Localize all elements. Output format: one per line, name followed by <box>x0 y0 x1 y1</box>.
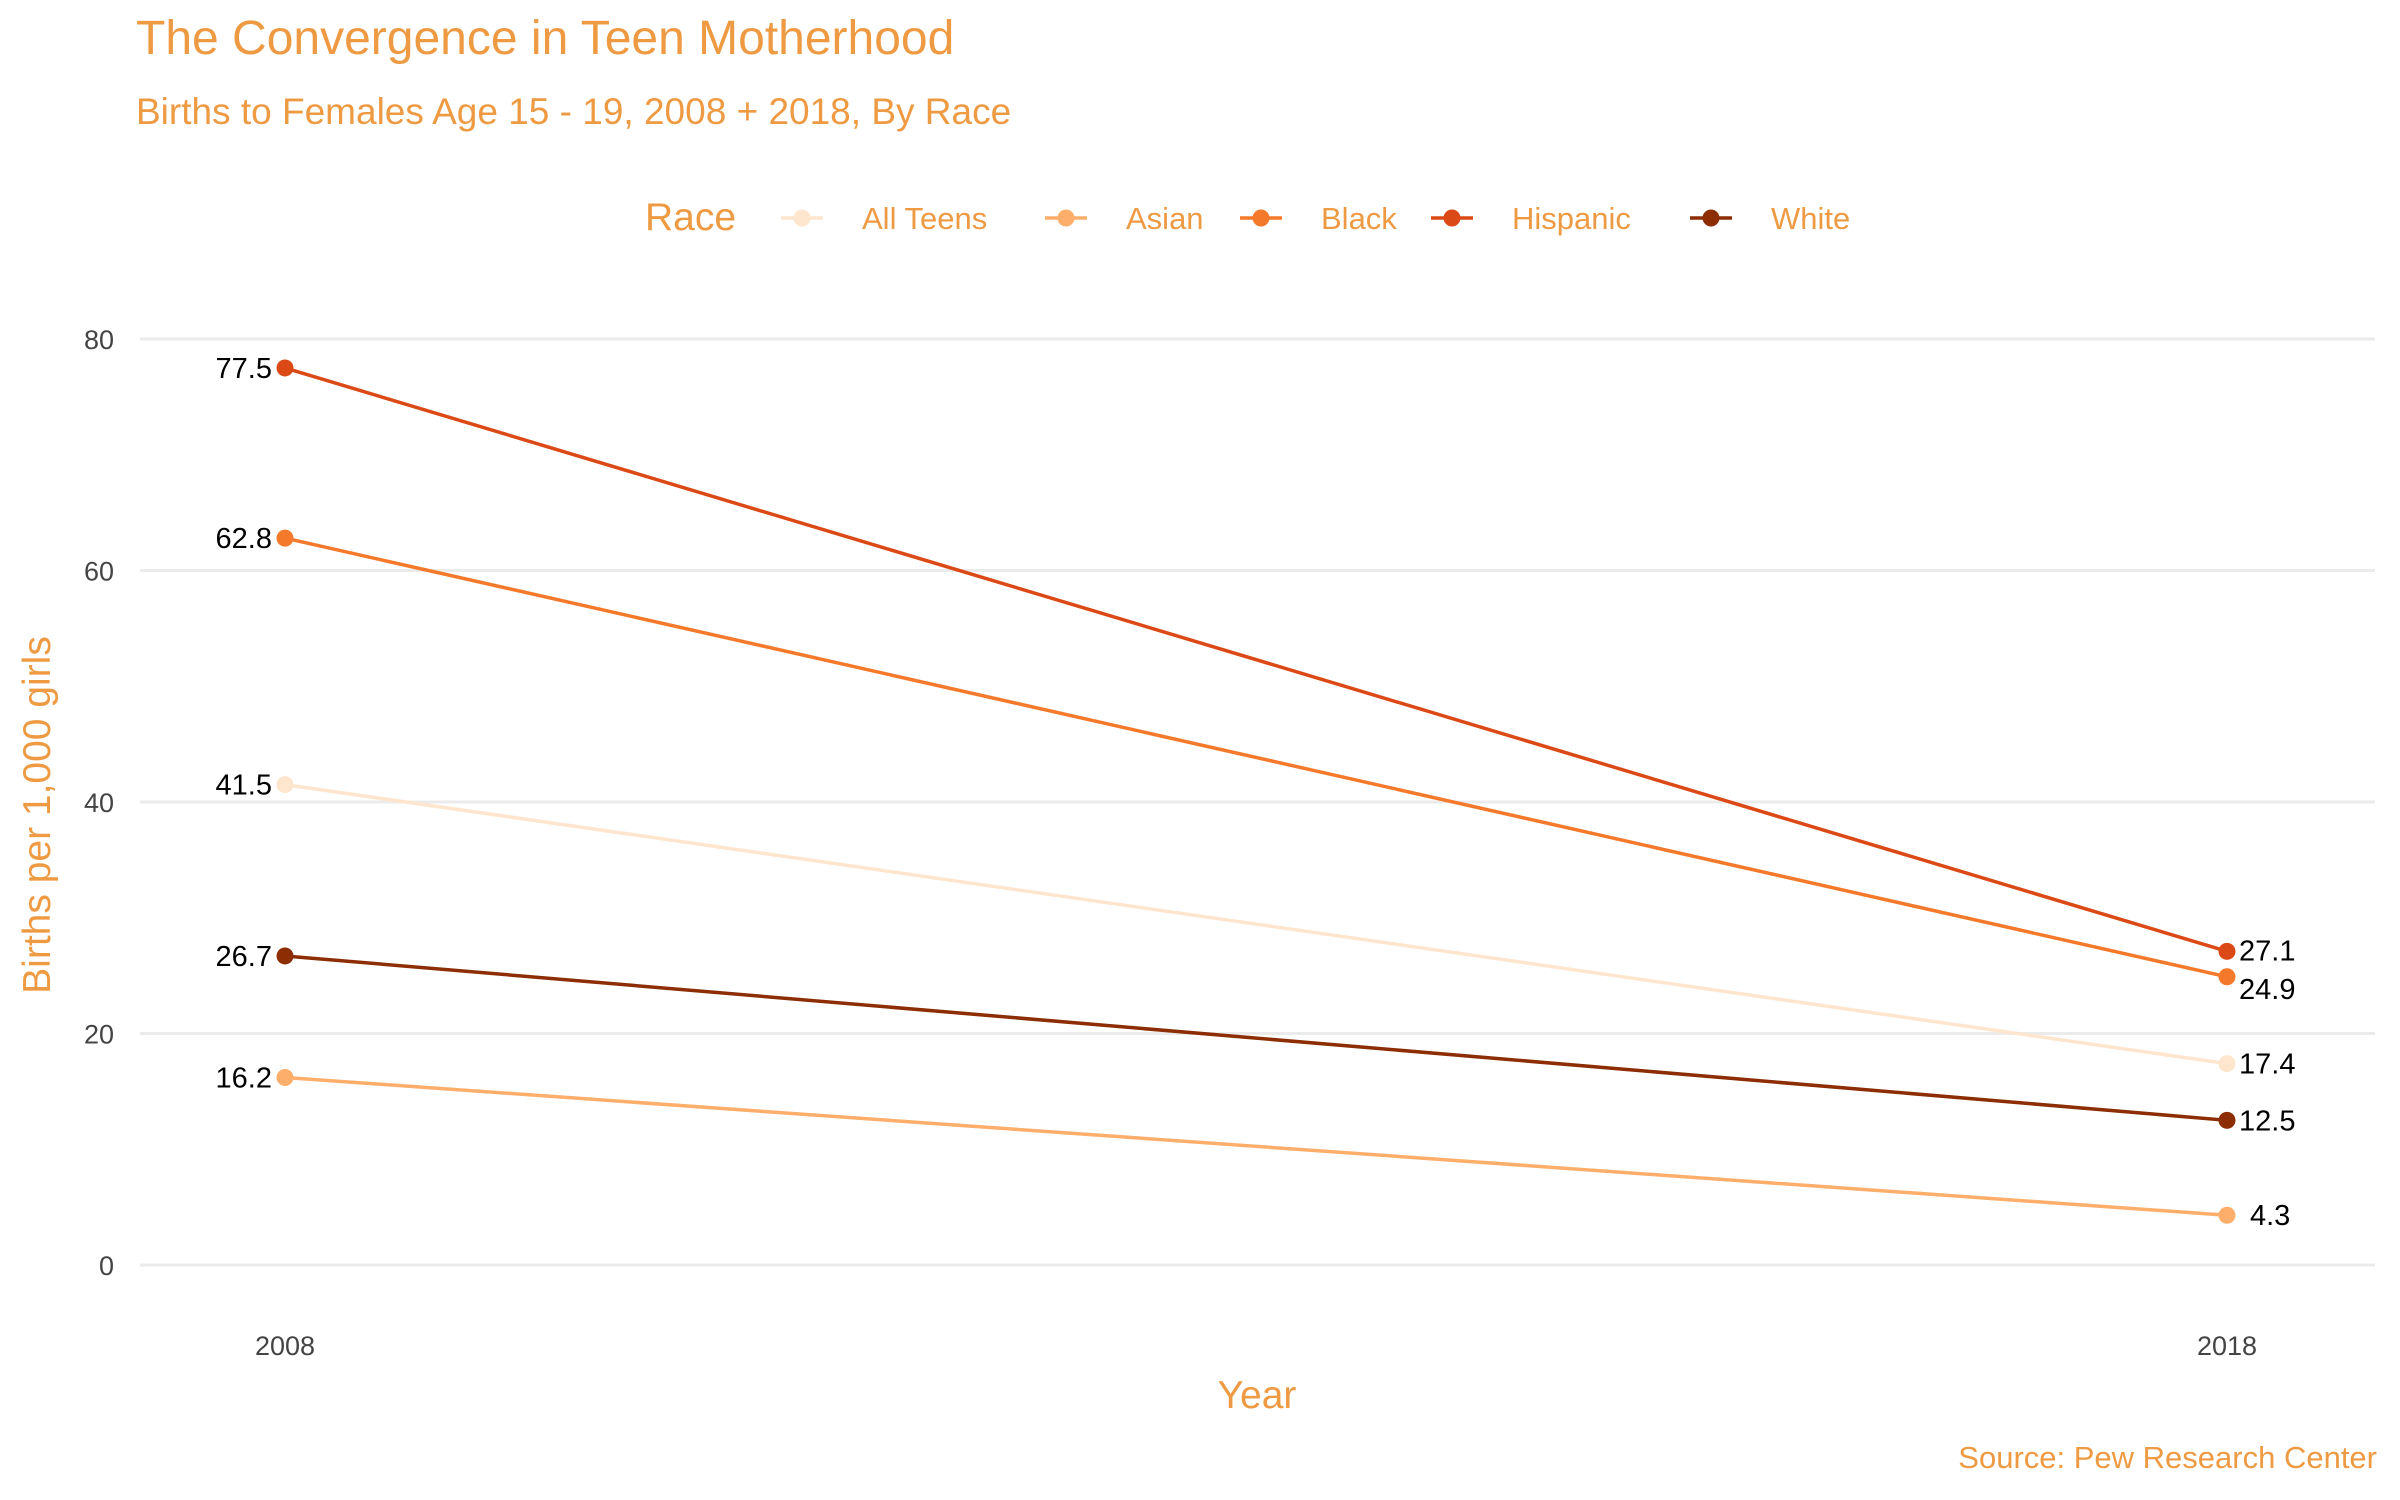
legend-label: Hispanic <box>1512 201 1631 236</box>
data-labels: 41.5 17.4 16.2 4.3 62.8 24.9 77.5 27.1 26.7 12.5 <box>216 353 2296 1232</box>
series-line <box>284 366 2228 953</box>
data-label: 24.9 <box>2239 974 2295 1006</box>
x-tick-label: 2018 <box>2197 1331 2257 1361</box>
data-label: 27.1 <box>2239 935 2295 967</box>
y-axis-ticks: 0 20 40 60 80 <box>84 325 114 1281</box>
y-tick-label: 20 <box>84 1020 114 1050</box>
legend-key-marker <box>1702 209 1720 227</box>
data-point <box>276 776 294 794</box>
data-point <box>276 359 294 377</box>
data-label: 77.5 <box>216 353 272 385</box>
data-label: 4.3 <box>2250 1200 2290 1232</box>
chart-title: The Convergence in Teen Motherhood <box>136 12 954 65</box>
y-tick-label: 40 <box>84 788 114 818</box>
legend-key-marker <box>1443 209 1461 227</box>
gridlines <box>140 337 2375 1267</box>
data-point <box>2218 1206 2236 1224</box>
data-point <box>2218 942 2236 960</box>
data-label: 16.2 <box>216 1062 272 1094</box>
data-label: 62.8 <box>216 523 272 555</box>
data-point <box>276 1068 294 1086</box>
series-line <box>284 1075 2228 1217</box>
series-line <box>284 954 2228 1123</box>
series-line <box>284 782 2228 1066</box>
data-label: 17.4 <box>2239 1049 2295 1081</box>
x-axis-ticks: 2008 2018 <box>255 1331 2257 1361</box>
legend-key-marker <box>1057 209 1075 227</box>
series-line <box>284 536 2228 979</box>
data-label: 26.7 <box>216 941 272 973</box>
data-point <box>276 529 294 547</box>
data-point <box>276 947 294 965</box>
y-tick-label: 80 <box>84 325 114 355</box>
data-label: 12.5 <box>2239 1105 2295 1137</box>
chart-subtitle: Births to Females Age 15 - 19, 2008 + 20… <box>136 91 1011 132</box>
y-axis-label: Births per 1,000 girls <box>16 636 59 994</box>
legend-title: Race <box>645 196 736 239</box>
legend-label: White <box>1771 201 1850 236</box>
data-point <box>2218 1111 2236 1129</box>
y-tick-label: 0 <box>99 1251 114 1281</box>
legend-key-marker <box>793 209 811 227</box>
data-label: 41.5 <box>216 770 272 802</box>
data-point <box>2218 968 2236 986</box>
legend: Race All Teens Asian Black Hispanic White <box>645 196 1850 239</box>
series-lines <box>276 359 2236 1224</box>
x-tick-label: 2008 <box>255 1331 315 1361</box>
legend-label: All Teens <box>862 201 987 236</box>
legend-label: Black <box>1321 201 1397 236</box>
chart-caption: Source: Pew Research Center <box>1958 1440 2377 1475</box>
legend-label: Asian <box>1126 201 1204 236</box>
y-tick-label: 60 <box>84 557 114 587</box>
x-axis-label: Year <box>1218 1374 1297 1417</box>
legend-key-marker <box>1252 209 1270 227</box>
data-point <box>2218 1055 2236 1073</box>
